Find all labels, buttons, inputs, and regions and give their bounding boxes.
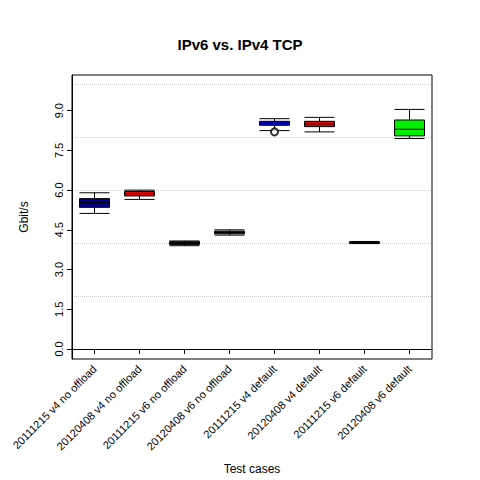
- svg-text:Test cases: Test cases: [224, 462, 281, 476]
- svg-text:20120408 v4 no offload: 20120408 v4 no offload: [54, 363, 144, 453]
- svg-text:20111215 v6 no offload: 20111215 v6 no offload: [100, 363, 188, 451]
- svg-text:Gbit/s: Gbit/s: [17, 201, 31, 232]
- svg-text:7.5: 7.5: [53, 143, 65, 158]
- svg-text:20111215 v4 no offload: 20111215 v4 no offload: [10, 363, 98, 451]
- svg-text:3.0: 3.0: [53, 262, 65, 277]
- svg-text:20111215 v6 default: 20111215 v6 default: [291, 363, 369, 441]
- svg-text:20120408 v6 no offload: 20120408 v6 no offload: [144, 363, 234, 453]
- svg-text:0.0: 0.0: [53, 341, 65, 356]
- svg-text:9.0: 9.0: [53, 103, 65, 118]
- svg-text:20111215 v4 default: 20111215 v4 default: [201, 363, 279, 441]
- svg-text:4.5: 4.5: [53, 222, 65, 237]
- svg-text:6.0: 6.0: [53, 182, 65, 197]
- svg-text:1.5: 1.5: [53, 302, 65, 317]
- svg-text:IPv6 vs. IPv4 TCP: IPv6 vs. IPv4 TCP: [177, 36, 302, 53]
- svg-text:20120408 v4 default: 20120408 v4 default: [245, 363, 324, 442]
- svg-text:20120408 v6 default: 20120408 v6 default: [335, 363, 414, 442]
